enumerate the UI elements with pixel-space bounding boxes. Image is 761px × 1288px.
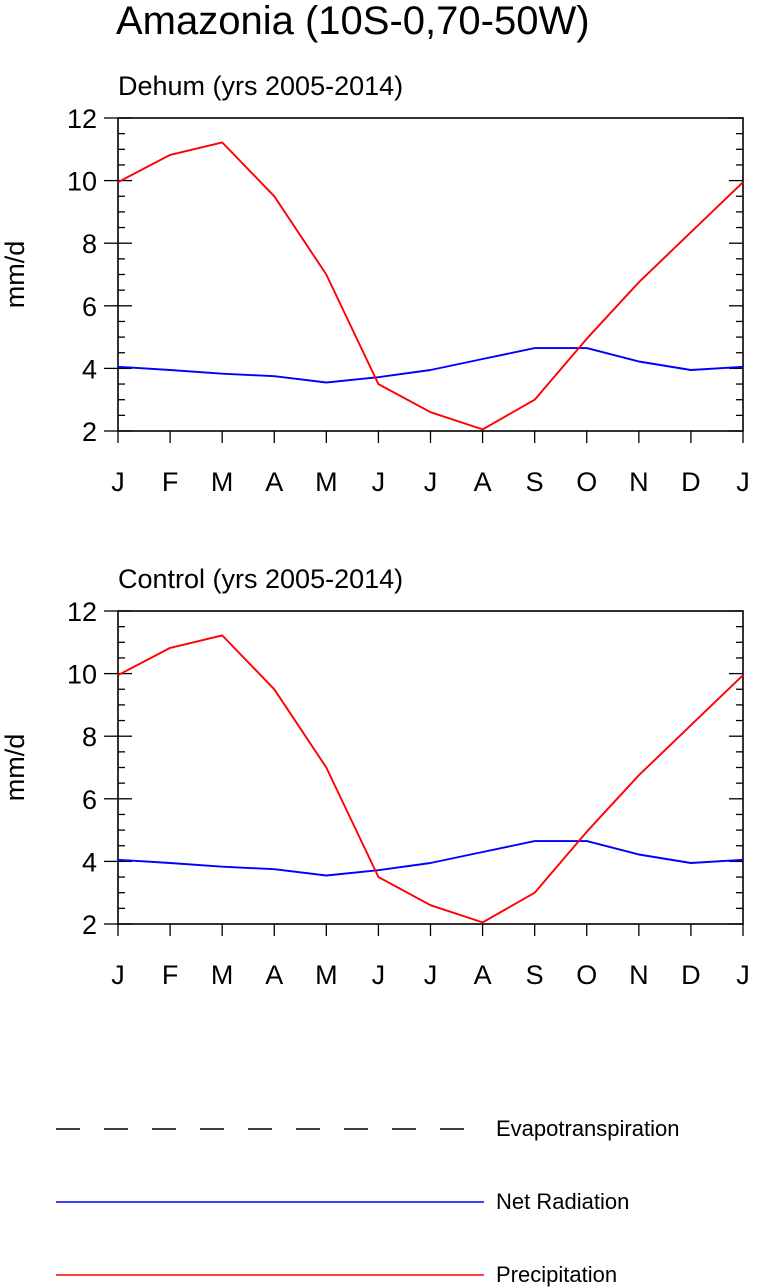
y-tick-label: 2 [82, 910, 97, 940]
y-tick-label: 6 [82, 292, 97, 322]
plot-frame [117, 117, 744, 432]
chart-panel-dehum: Dehum (yrs 2005-2014) 2 4 6 8 10 12 mm/d J F M A M J J… [0, 71, 750, 497]
x-tick-label: J [736, 467, 750, 497]
y-tick-label: 10 [67, 167, 97, 197]
y-tick-label: 6 [82, 785, 97, 815]
x-tick-label: J [372, 960, 386, 990]
x-tick-label: A [474, 467, 492, 497]
x-tick-label: O [576, 467, 597, 497]
x-tick-label: J [111, 467, 125, 497]
x-tick-label: N [629, 467, 649, 497]
y-tick-label: 8 [82, 722, 97, 752]
legend: Evapotranspiration Net Radiation Precipita… [56, 1116, 679, 1287]
y-tick-label: 4 [82, 354, 97, 384]
x-tick-label: M [211, 960, 234, 990]
y-tick-label: 10 [67, 660, 97, 690]
x-tick-label: F [162, 960, 179, 990]
y-tick-label: 12 [67, 104, 97, 134]
series-line-precipitation [117, 634, 744, 924]
y-tick-label: 2 [82, 417, 97, 447]
series-line-net-radiation [117, 347, 744, 384]
x-tick-label: D [681, 960, 701, 990]
x-tick-label: J [372, 467, 386, 497]
x-tick-label: M [211, 467, 234, 497]
series-line-net-radiation [117, 840, 744, 877]
y-axis-label: mm/d [0, 734, 30, 802]
x-tick-label: S [526, 467, 544, 497]
x-tick-label: N [629, 960, 649, 990]
legend-label-evapotranspiration: Evapotranspiration [496, 1116, 679, 1141]
x-tick-label: M [315, 467, 338, 497]
panel-title: Control (yrs 2005-2014) [118, 564, 403, 594]
panel-title: Dehum (yrs 2005-2014) [118, 71, 403, 101]
legend-label-net-radiation: Net Radiation [496, 1189, 629, 1214]
series-line-precipitation [117, 141, 744, 431]
x-tick-label: O [576, 960, 597, 990]
x-tick-label: F [162, 467, 179, 497]
x-tick-label: A [474, 960, 492, 990]
x-tick-label: S [526, 960, 544, 990]
x-tick-label: J [424, 960, 438, 990]
x-tick-label: J [424, 467, 438, 497]
legend-label-precipitation: Precipitation [496, 1262, 617, 1287]
x-tick-label: M [315, 960, 338, 990]
figure-title: Amazonia (10S-0,70-50W) [116, 0, 590, 43]
x-tick-label: A [265, 467, 283, 497]
x-tick-label: D [681, 467, 701, 497]
x-tick-label: J [111, 960, 125, 990]
y-tick-label: 12 [67, 597, 97, 627]
y-tick-label: 8 [82, 229, 97, 259]
y-tick-label: 4 [82, 847, 97, 877]
y-axis-label: mm/d [0, 241, 30, 309]
x-tick-label: J [736, 960, 750, 990]
plot-frame [117, 610, 744, 925]
x-tick-label: A [265, 960, 283, 990]
chart-panel-control: Control (yrs 2005-2014) 2 4 6 8 10 12 mm/d J F M A M… [0, 564, 750, 990]
